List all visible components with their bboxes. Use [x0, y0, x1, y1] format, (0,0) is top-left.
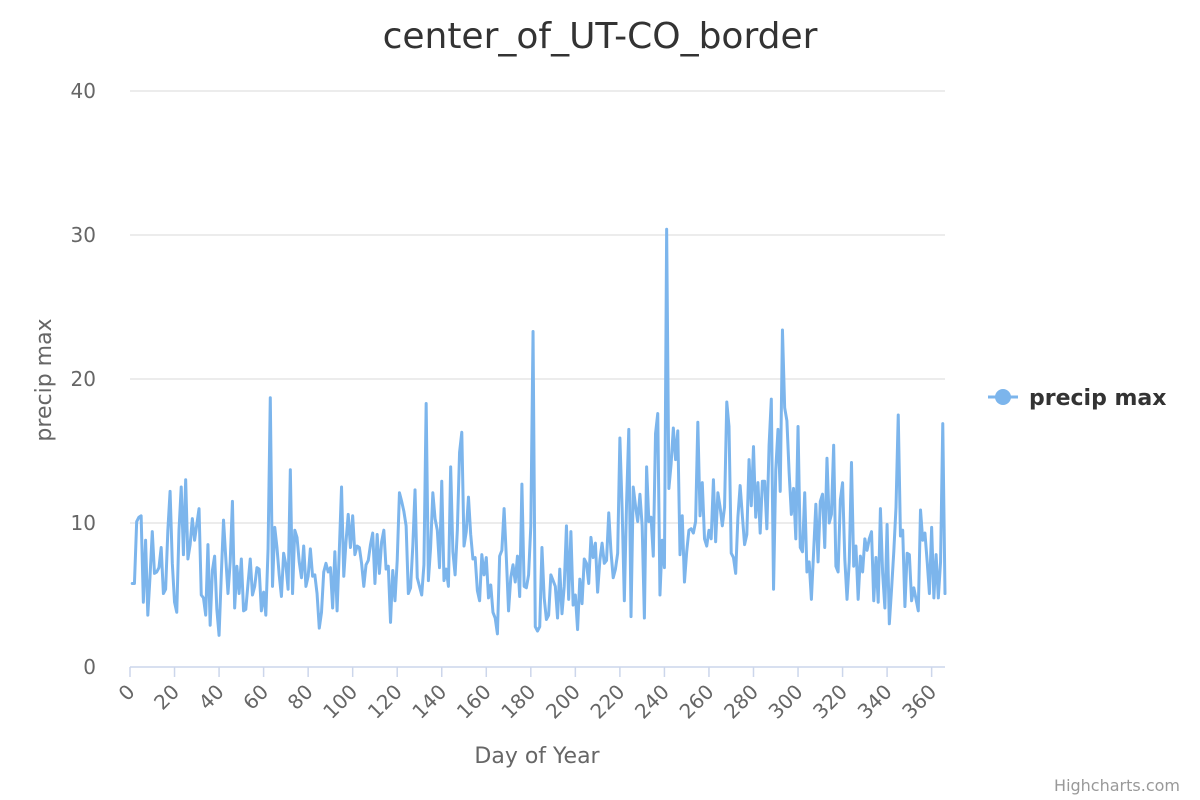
chart-title: center_of_UT-CO_border	[383, 16, 818, 57]
x-tick-label: 320	[808, 680, 852, 724]
x-tick-label: 60	[238, 680, 273, 715]
x-tick-label: 260	[675, 680, 719, 724]
y-tick-label: 10	[71, 511, 96, 535]
y-axis: 0 10 20 30 40	[71, 79, 96, 679]
x-tick-label: 280	[719, 680, 763, 724]
x-tick-label: 360	[897, 680, 941, 724]
y-tick-label: 20	[71, 367, 96, 391]
x-tick-label: 180	[496, 680, 540, 724]
y-tick-label: 0	[83, 655, 96, 679]
x-axis: 0 20 40 60 80 100 120 140 160 180 200 220 240 260 280 3…	[114, 666, 945, 724]
legend-marker-icon	[995, 389, 1011, 405]
series-group	[130, 227, 947, 637]
legend-item[interactable]: precip max	[988, 386, 1166, 411]
x-tick-label: 160	[452, 680, 496, 724]
x-tick-label: 300	[764, 680, 808, 724]
x-tick-label: 20	[149, 680, 184, 715]
x-tick-label: 200	[541, 680, 585, 724]
y-axis-title: precip max	[32, 318, 57, 441]
series-line-precip-max[interactable]	[130, 227, 947, 637]
legend-label: precip max	[1029, 386, 1166, 411]
x-tick-label: 0	[114, 680, 140, 706]
x-tick-label: 100	[318, 680, 362, 724]
x-tick-label: 120	[363, 680, 407, 724]
y-tick-label: 40	[71, 79, 96, 103]
x-tick-label: 240	[630, 680, 674, 724]
x-axis-title: Day of Year	[474, 744, 600, 769]
x-tick-label: 40	[194, 680, 229, 715]
x-tick-label: 220	[585, 680, 629, 724]
x-tick-label: 140	[407, 680, 451, 724]
x-tick-label: 80	[283, 680, 318, 715]
x-tick-label: 340	[853, 680, 897, 724]
grid	[130, 90, 945, 524]
y-tick-label: 30	[71, 223, 96, 247]
credits-link[interactable]: Highcharts.com	[1054, 776, 1180, 795]
